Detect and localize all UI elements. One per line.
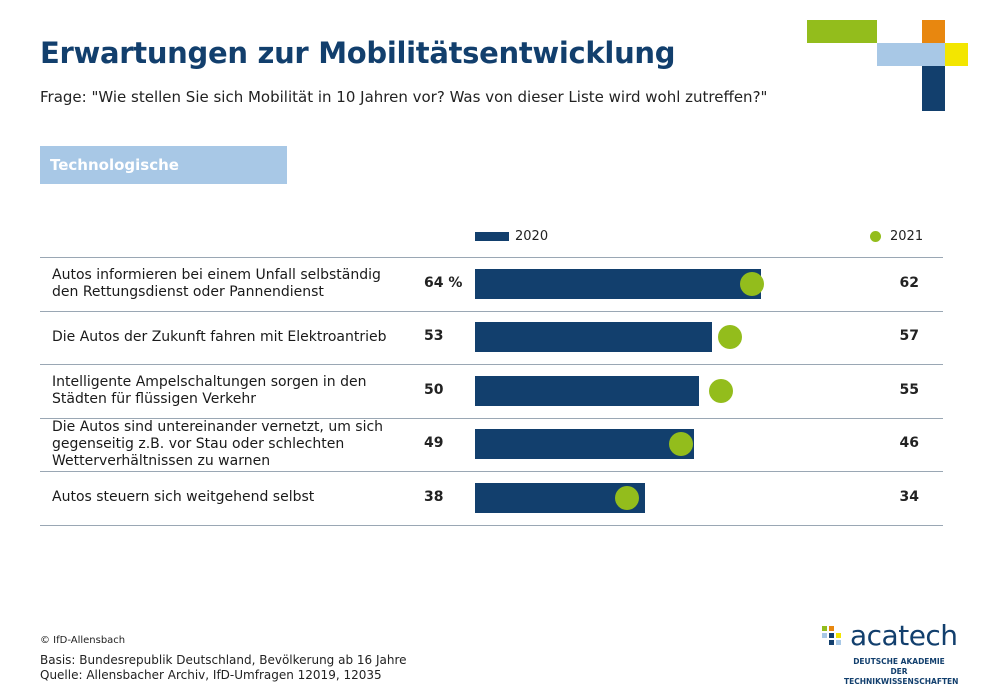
dot-2021 [668, 432, 693, 457]
category-label: Autos informieren bei einem Unfall selbs… [52, 266, 381, 300]
row-divider-top [40, 257, 943, 258]
legend-2021: 2021 [870, 229, 923, 244]
legend-bar-swatch [475, 232, 509, 241]
value-label-2021: 62 [899, 274, 919, 291]
category-label: Die Autos sind untereinander vernetzt, u… [52, 418, 384, 469]
footer-basis: Basis: Bundesrepublik Deutschland, Bevöl… [40, 653, 407, 667]
logo-subtitle: DEUTSCHE AKADEMIE DER TECHNIKWISSENSCHAF… [844, 657, 959, 687]
category-label: Intelligente Ampelschaltungen sorgen in … [52, 373, 367, 407]
dot-2021 [740, 271, 765, 296]
bar-2020 [475, 429, 695, 460]
logo-mark-icon [822, 626, 841, 645]
bar-2020 [475, 375, 699, 406]
footer-source: Basis: Bundesrepublik Deutschland, Bevöl… [40, 653, 407, 683]
category-label: Autos steuern sich weitgehend selbst [52, 489, 315, 506]
bar-2020 [475, 268, 762, 299]
deco-square-green [807, 20, 877, 43]
deco-square-orange [922, 20, 945, 43]
value-label-2021: 55 [899, 381, 919, 398]
value-label-2021: 34 [899, 488, 919, 505]
dot-2021 [717, 325, 742, 350]
value-label-2020: 53 [424, 328, 444, 345]
section-label: Technologische Veränderungen [40, 146, 287, 212]
value-label-2020: 64 % [424, 274, 463, 291]
legend-label-2020: 2020 [515, 229, 549, 244]
deco-square-lightblue [877, 43, 922, 66]
question-subtitle: Frage: "Wie stellen Sie sich Mobilität i… [40, 88, 768, 106]
row-divider [40, 471, 943, 472]
row-divider [40, 310, 943, 312]
value-label-2020: 50 [424, 381, 444, 398]
deco-square-lightblue-2 [922, 43, 945, 66]
row-divider [40, 417, 943, 419]
deco-square-navy [922, 66, 945, 111]
copyright: © IfD-Allensbach [40, 635, 126, 646]
legend-dot-swatch [870, 231, 881, 242]
logo-subtitle-line2: TECHNIKWISSENSCHAFTEN [844, 677, 959, 686]
category-label: Die Autos der Zukunft fahren mit Elektro… [52, 328, 387, 345]
page-title: Erwartungen zur Mobilitätsentwicklung [40, 36, 676, 70]
value-label-2021: 46 [899, 435, 919, 452]
value-label-2021: 57 [899, 328, 919, 345]
dot-2021 [708, 378, 733, 403]
legend-label-2021: 2021 [890, 229, 924, 244]
logo-wordmark: acatech [850, 619, 958, 652]
value-label-2020: 49 [424, 435, 444, 452]
acatech-logo: acatech DEUTSCHE AKADEMIE DER TECHNIKWIS… [822, 619, 958, 686]
value-label-2020: 38 [424, 488, 444, 505]
footer-quelle: Quelle: Allensbacher Archiv, IfD-Umfrage… [40, 668, 382, 682]
logo-subtitle-line1: DEUTSCHE AKADEMIE DER [853, 657, 945, 676]
dot-2021 [614, 485, 639, 510]
legend-2020: 2020 [475, 229, 548, 244]
bar-2020 [475, 322, 712, 353]
deco-square-yellow [945, 43, 968, 66]
row-divider [40, 364, 943, 365]
row-divider [40, 524, 943, 526]
